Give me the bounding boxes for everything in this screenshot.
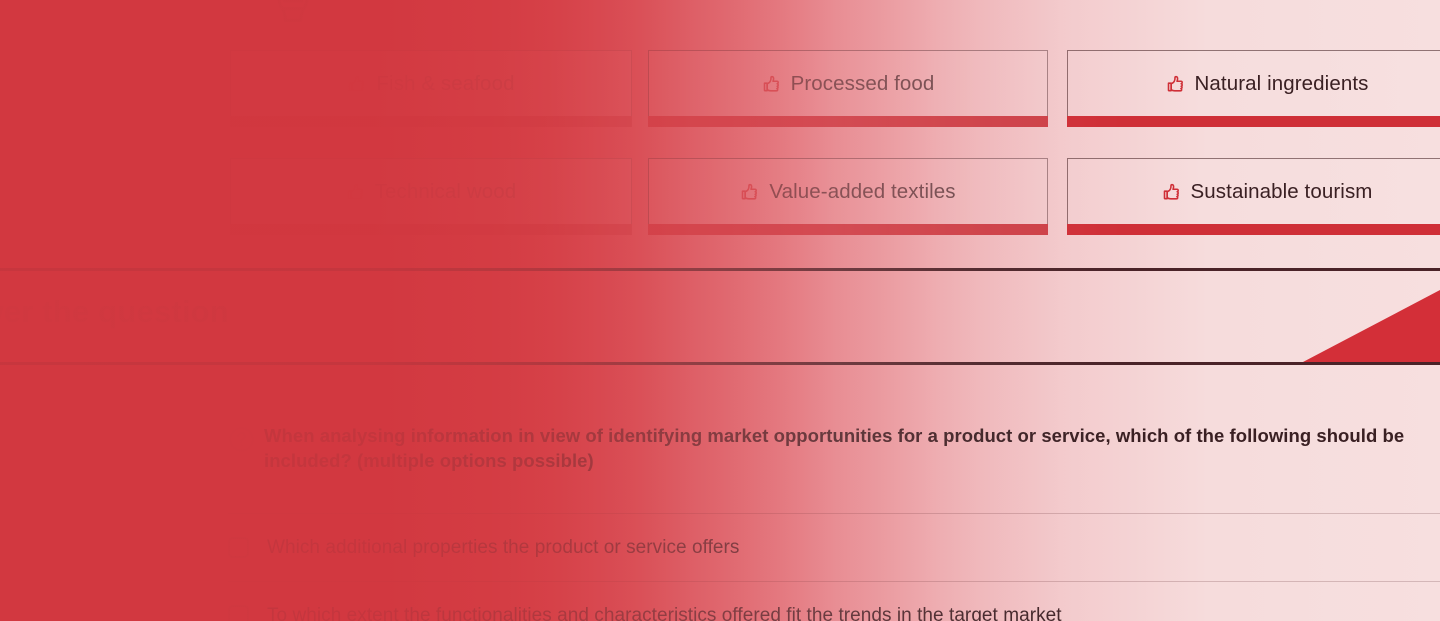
question-row: When analysing information in view of id… bbox=[228, 423, 1420, 473]
sector-option-sustainable-tourism[interactable]: Sustainable tourism bbox=[1067, 158, 1440, 235]
answer-option-label: Which additional properties the product … bbox=[267, 536, 740, 558]
sector-option-label: Value-added textiles bbox=[769, 179, 956, 203]
sector-option-label: Technical wood bbox=[374, 179, 517, 203]
sector-option-processed-food[interactable]: Processed food bbox=[648, 50, 1048, 127]
option-accent-bar bbox=[230, 224, 632, 235]
sector-option-technical-wood[interactable]: Technical wood bbox=[230, 158, 632, 235]
checkbox-icon[interactable] bbox=[228, 605, 249, 621]
decorative-triangle bbox=[1303, 290, 1440, 362]
sector-option-grid: Fish & seafood Processed food Natural in… bbox=[0, 0, 1440, 268]
question-block: When analysing information in view of id… bbox=[0, 365, 1440, 621]
thumbs-up-icon bbox=[1166, 74, 1186, 94]
thumbs-up-icon bbox=[347, 74, 367, 94]
answer-option-label: To which extent the functionalities and … bbox=[267, 604, 1062, 621]
question-text: When analysing information in view of id… bbox=[264, 425, 1405, 471]
option-accent-bar bbox=[648, 224, 1048, 235]
option-accent-bar bbox=[1067, 224, 1440, 235]
sector-option-label: Natural ingredients bbox=[1194, 71, 1369, 95]
checkbox-icon[interactable] bbox=[228, 537, 249, 558]
option-accent-bar bbox=[648, 116, 1048, 127]
thumbs-up-icon bbox=[740, 182, 760, 202]
sector-option-label: Fish & seafood bbox=[376, 71, 515, 95]
sector-option-value-added-textiles[interactable]: Value-added textiles bbox=[648, 158, 1048, 235]
section-header-band: swer the question bbox=[0, 268, 1440, 365]
section-title: swer the question bbox=[0, 294, 229, 329]
answer-option-row[interactable]: Which additional properties the product … bbox=[228, 513, 1440, 581]
thumbs-up-icon bbox=[762, 74, 782, 94]
sector-option-fish-seafood[interactable]: Fish & seafood bbox=[230, 50, 632, 127]
sector-option-natural-ingredients[interactable]: Natural ingredients bbox=[1067, 50, 1440, 127]
answer-option-row[interactable]: To which extent the functionalities and … bbox=[228, 581, 1440, 621]
lightbulb-icon bbox=[258, 0, 328, 30]
thumbs-up-icon bbox=[346, 182, 366, 202]
thumbs-up-icon bbox=[1162, 182, 1182, 202]
option-accent-bar bbox=[1067, 116, 1440, 127]
question-mark-circle-icon bbox=[228, 426, 255, 453]
sector-option-label: Processed food bbox=[790, 71, 935, 95]
option-accent-bar bbox=[230, 116, 632, 127]
sector-option-label: Sustainable tourism bbox=[1190, 179, 1373, 203]
